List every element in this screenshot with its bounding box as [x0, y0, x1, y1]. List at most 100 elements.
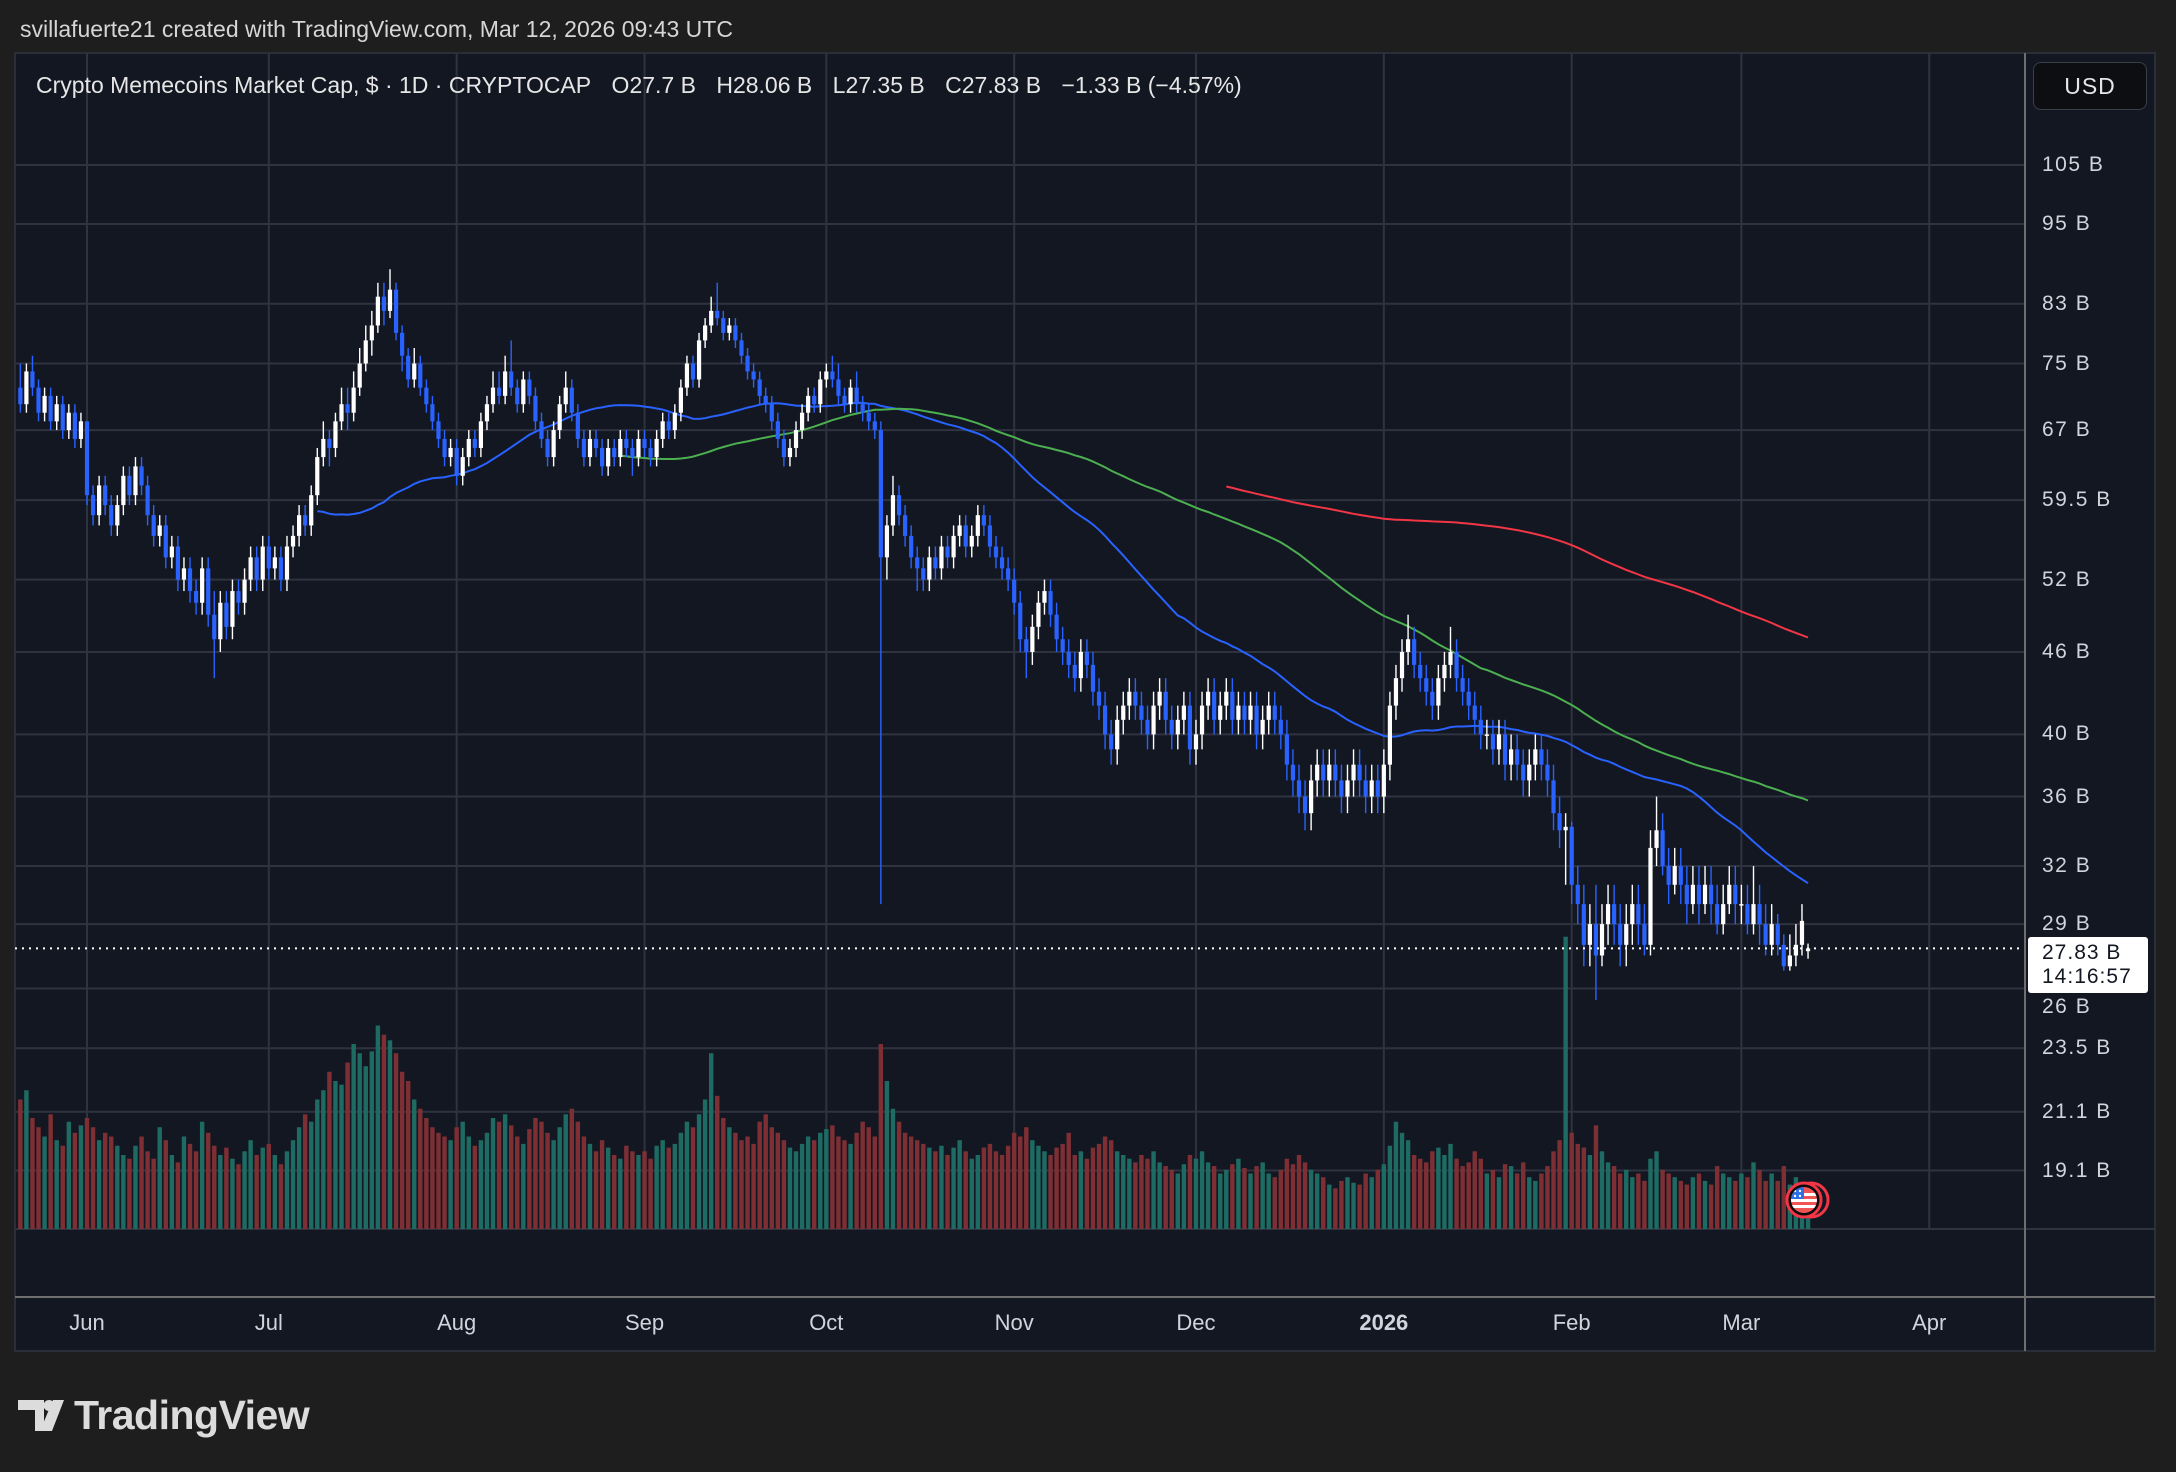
candle-up: [1509, 749, 1514, 765]
candle-down: [763, 395, 768, 405]
volume-bar: [1769, 1173, 1774, 1229]
volume-bar: [630, 1151, 635, 1229]
candle-up: [242, 579, 247, 603]
volume-bar: [1133, 1162, 1138, 1229]
volume-bar: [327, 1071, 332, 1229]
volume-bar: [654, 1145, 659, 1229]
volume-bar: [1005, 1145, 1011, 1229]
symbol-legend: Crypto Memecoins Market Cap, $ · 1D · CR…: [36, 72, 1242, 99]
us-flag-icon[interactable]: [1785, 1181, 1830, 1219]
tradingview-logo[interactable]: TradingView: [18, 1392, 310, 1439]
symbol-title[interactable]: Crypto Memecoins Market Cap, $ · 1D · CR…: [36, 72, 592, 98]
candle-up: [848, 387, 853, 405]
candle-up: [1309, 780, 1314, 814]
candle-down: [145, 485, 150, 516]
volume-bar: [1102, 1136, 1108, 1229]
volume-bar: [1024, 1127, 1029, 1229]
candle-down: [1515, 749, 1520, 765]
low-value: 27.35 B: [845, 72, 925, 98]
candle-down: [406, 355, 411, 380]
candle-down: [1242, 705, 1247, 720]
candle-down: [993, 546, 999, 558]
candle-down: [1557, 813, 1562, 831]
volume-bar: [1605, 1162, 1611, 1229]
y-tick-label: 105 B: [2042, 153, 2105, 176]
volume-bar: [260, 1147, 265, 1229]
tradingview-logo-icon: [18, 1399, 64, 1431]
candle-up: [551, 430, 556, 458]
candle-down: [1096, 691, 1102, 706]
volume-bar: [1351, 1182, 1356, 1229]
candle-up: [654, 438, 659, 458]
volume-bar: [660, 1140, 665, 1229]
candles: [18, 269, 1811, 1001]
volume-bar: [1193, 1158, 1199, 1229]
volume-bar: [96, 1140, 102, 1229]
candle-up: [1127, 691, 1132, 706]
candle-down: [400, 332, 405, 356]
volume-bar: [751, 1143, 756, 1229]
candle-up: [1206, 691, 1211, 706]
volume-bar: [1290, 1164, 1296, 1229]
volume-bar: [84, 1118, 90, 1229]
candle-up: [1224, 691, 1229, 706]
volume-bar: [18, 1099, 23, 1229]
candle-up: [1381, 764, 1386, 797]
volume-bar: [151, 1158, 156, 1229]
volume-bar: [502, 1114, 508, 1229]
candle-up: [1769, 924, 1774, 945]
volume-bar: [1563, 936, 1568, 1229]
candle-down: [224, 602, 229, 627]
volume-bar: [1442, 1155, 1447, 1229]
candle-down: [163, 525, 168, 558]
candle-down: [436, 421, 441, 439]
currency-button[interactable]: USD: [2033, 62, 2147, 110]
candle-down: [1636, 904, 1641, 925]
volume-bar: [812, 1140, 817, 1229]
candle-up: [793, 430, 799, 448]
sma-green-line: [620, 407, 1809, 802]
candle-down: [1781, 944, 1786, 967]
candle-down: [1472, 705, 1477, 720]
candle-down: [1763, 924, 1768, 945]
candle-up: [387, 289, 393, 311]
candle-down: [987, 525, 993, 547]
candle-down: [945, 546, 950, 558]
volume-bar: [139, 1136, 144, 1229]
candle-down: [1593, 924, 1599, 956]
volume-bar: [696, 1114, 702, 1229]
volume-bar: [266, 1143, 271, 1229]
candle-up: [969, 535, 974, 547]
candle-down: [1163, 691, 1168, 720]
volume-bar: [490, 1118, 496, 1229]
y-tick-label: 40 B: [2042, 722, 2092, 746]
candle-down: [539, 421, 544, 439]
volume-bar: [708, 1053, 714, 1229]
high-value: 28.06 B: [732, 72, 813, 98]
candle-down: [1278, 719, 1283, 735]
candle-up: [466, 438, 471, 458]
volume-bar: [1593, 1125, 1599, 1229]
volume-bar: [60, 1145, 65, 1229]
candle-up: [1672, 866, 1677, 885]
volume-bar: [642, 1151, 647, 1229]
candle-up: [1405, 639, 1411, 652]
volume-bar: [684, 1121, 690, 1229]
volume-bar: [1072, 1155, 1077, 1229]
candle-down: [1581, 904, 1586, 945]
volume-bar: [48, 1114, 53, 1229]
candle-down: [1575, 884, 1580, 905]
volume-bar: [248, 1140, 253, 1229]
y-tick-label: 52 B: [2042, 567, 2092, 591]
candle-up: [1654, 830, 1659, 848]
candle-down: [1169, 719, 1174, 735]
volume-bar: [1375, 1169, 1380, 1229]
volume-bar: [872, 1136, 877, 1229]
x-tick-label: Jun: [69, 1310, 105, 1335]
volume-bar: [1708, 1184, 1714, 1229]
volume-bar: [1781, 1166, 1786, 1229]
volume-bar: [860, 1121, 865, 1229]
volume-bar: [290, 1140, 296, 1229]
candle-down: [1460, 678, 1465, 692]
